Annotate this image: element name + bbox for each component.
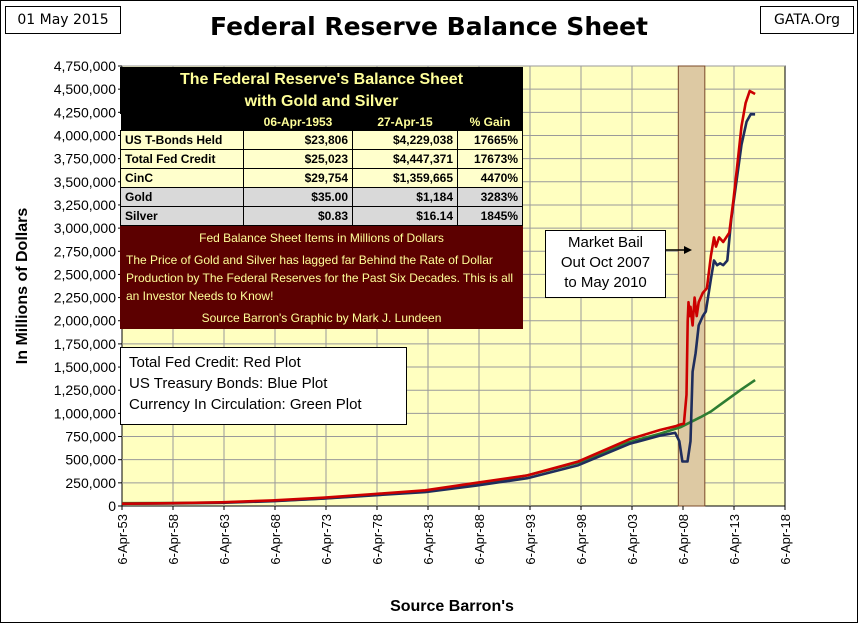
table-row: Silver $0.83 $16.14 1845% bbox=[120, 206, 523, 226]
row-label: CinC bbox=[120, 168, 244, 188]
legend-entry-treasury-bonds: US Treasury Bonds: Blue Plot bbox=[129, 375, 328, 392]
table-credit-line: Source Barron's Graphic by Mark J. Lunde… bbox=[201, 311, 442, 325]
value-1953: $29,754 bbox=[243, 168, 353, 188]
value-gain: 4470% bbox=[457, 168, 523, 188]
table-title: The Federal Reserve's Balance Sheet with… bbox=[120, 67, 523, 114]
table-note-heading: Fed Balance Sheet Items in Millions of D… bbox=[199, 231, 444, 245]
y-tick-label: 3,750,000 bbox=[54, 151, 116, 167]
y-tick-label: 0 bbox=[108, 498, 116, 514]
annotation-line2: Out Oct 2007 bbox=[560, 254, 651, 271]
y-tick-label: 4,250,000 bbox=[54, 104, 116, 120]
x-tick-label: 6-Apr-58 bbox=[166, 514, 181, 565]
row-label: Silver bbox=[120, 206, 244, 226]
value-gain: 1845% bbox=[457, 206, 523, 226]
annotation-market-bail: Market Bail Out Oct 2007 to May 2010 bbox=[545, 230, 666, 298]
y-tick-label: 3,250,000 bbox=[54, 197, 116, 213]
y-axis-label: In Millions of Dollars bbox=[14, 208, 31, 365]
x-tick-label: 6-Apr-98 bbox=[574, 514, 589, 565]
summary-table: The Federal Reserve's Balance Sheet with… bbox=[120, 67, 523, 329]
series-group bbox=[121, 89, 756, 506]
table-title-line2: with Gold and Silver bbox=[244, 93, 399, 110]
y-tick-label: 1,750,000 bbox=[54, 336, 116, 352]
annotation-arrowhead bbox=[684, 246, 692, 254]
series-line-us-treasury-bonds bbox=[121, 112, 756, 506]
summary-table-grid: 06-Apr-1953 27-Apr-15 % Gain US T-Bonds … bbox=[120, 114, 523, 226]
x-tick-label: 6-Apr-18 bbox=[778, 514, 793, 565]
value-gain: 17673% bbox=[457, 149, 523, 169]
y-tick-label: 4,750,000 bbox=[54, 58, 116, 74]
x-axis-label: Source Barron's bbox=[390, 598, 514, 615]
x-tick-label: 6-Apr-78 bbox=[370, 514, 385, 565]
y-tick-label: 2,750,000 bbox=[54, 243, 116, 259]
value-1953: $23,806 bbox=[243, 130, 353, 150]
value-1953: $25,023 bbox=[243, 149, 353, 169]
table-header-2015: 27-Apr-15 bbox=[352, 114, 458, 131]
x-tick-label: 6-Apr-73 bbox=[319, 514, 334, 565]
x-tick-label: 6-Apr-83 bbox=[421, 514, 436, 565]
y-tick-label: 4,500,000 bbox=[54, 81, 116, 97]
table-row: Total Fed Credit $25,023 $4,447,371 1767… bbox=[120, 149, 523, 169]
value-2015: $4,229,038 bbox=[352, 130, 458, 150]
x-axis: 6-Apr-53 6-Apr-58 6-Apr-63 6-Apr-68 6-Apr-73… bbox=[115, 506, 793, 565]
row-label: Gold bbox=[120, 187, 244, 207]
y-tick-label: 3,000,000 bbox=[54, 220, 116, 236]
table-title-line1: The Federal Reserve's Balance Sheet bbox=[179, 71, 464, 88]
row-label: Total Fed Credit bbox=[120, 149, 244, 169]
value-1953: $0.83 bbox=[243, 206, 353, 226]
x-tick-label: 6-Apr-08 bbox=[676, 514, 691, 565]
series-line-total-fed-credit bbox=[121, 89, 756, 505]
table-header-row: 06-Apr-1953 27-Apr-15 % Gain bbox=[120, 114, 523, 131]
value-2015: $16.14 bbox=[352, 206, 458, 226]
y-tick-label: 500,000 bbox=[65, 452, 116, 468]
table-row: US T-Bonds Held $23,806 $4,229,038 17665… bbox=[120, 130, 523, 150]
annotation-line3: to May 2010 bbox=[564, 274, 647, 291]
x-tick-label: 6-Apr-93 bbox=[523, 514, 538, 565]
legend-entry-total-fed-credit: Total Fed Credit: Red Plot bbox=[129, 354, 301, 371]
x-tick-label: 6-Apr-88 bbox=[472, 514, 487, 565]
y-tick-label: 1,000,000 bbox=[54, 405, 116, 421]
value-2015: $1,184 bbox=[352, 187, 458, 207]
chart-title: Federal Reserve Balance Sheet bbox=[210, 12, 648, 41]
y-tick-label: 4,000,000 bbox=[54, 127, 116, 143]
y-tick-label: 2,250,000 bbox=[54, 290, 116, 306]
y-tick-label: 250,000 bbox=[65, 475, 116, 491]
value-1953: $35.00 bbox=[243, 187, 353, 207]
annotation-line1: Market Bail bbox=[567, 234, 644, 251]
value-2015: $1,359,665 bbox=[352, 168, 458, 188]
y-tick-label: 750,000 bbox=[65, 429, 116, 445]
value-gain: 17665% bbox=[457, 130, 523, 150]
table-notes: Fed Balance Sheet Items in Millions of D… bbox=[120, 226, 523, 329]
value-2015: $4,447,371 bbox=[352, 149, 458, 169]
x-tick-label: 6-Apr-68 bbox=[268, 514, 283, 565]
source-label: GATA.Org bbox=[760, 6, 854, 34]
table-header-gain: % Gain bbox=[457, 114, 523, 131]
date-label: 01 May 2015 bbox=[5, 6, 121, 34]
x-tick-label: 6-Apr-63 bbox=[217, 514, 232, 565]
y-tick-label: 2,500,000 bbox=[54, 266, 116, 282]
x-tick-label: 6-Apr-13 bbox=[727, 514, 742, 565]
y-tick-label: 1,500,000 bbox=[54, 359, 116, 375]
legend: Total Fed Credit: Red Plot US Treasury B… bbox=[120, 347, 407, 425]
row-label: US T-Bonds Held bbox=[120, 130, 244, 150]
table-note-body: The Price of Gold and Silver has lagged … bbox=[126, 253, 514, 303]
x-tick-label: 6-Apr-03 bbox=[625, 514, 640, 565]
table-header-blank bbox=[120, 114, 244, 131]
y-tick-label: 1,250,000 bbox=[54, 382, 116, 398]
table-row: CinC $29,754 $1,359,665 4470% bbox=[120, 168, 523, 188]
y-tick-label: 2,000,000 bbox=[54, 313, 116, 329]
table-row: Gold $35.00 $1,184 3283% bbox=[120, 187, 523, 207]
legend-entry-currency: Currency In Circulation: Green Plot bbox=[129, 396, 362, 413]
value-gain: 3283% bbox=[457, 187, 523, 207]
table-header-1953: 06-Apr-1953 bbox=[243, 114, 353, 131]
y-axis: 0 250,000 500,000 750,000 1,000,000 1,250,000… bbox=[54, 58, 122, 514]
x-tick-label: 6-Apr-53 bbox=[115, 514, 130, 565]
y-tick-label: 3,500,000 bbox=[54, 174, 116, 190]
